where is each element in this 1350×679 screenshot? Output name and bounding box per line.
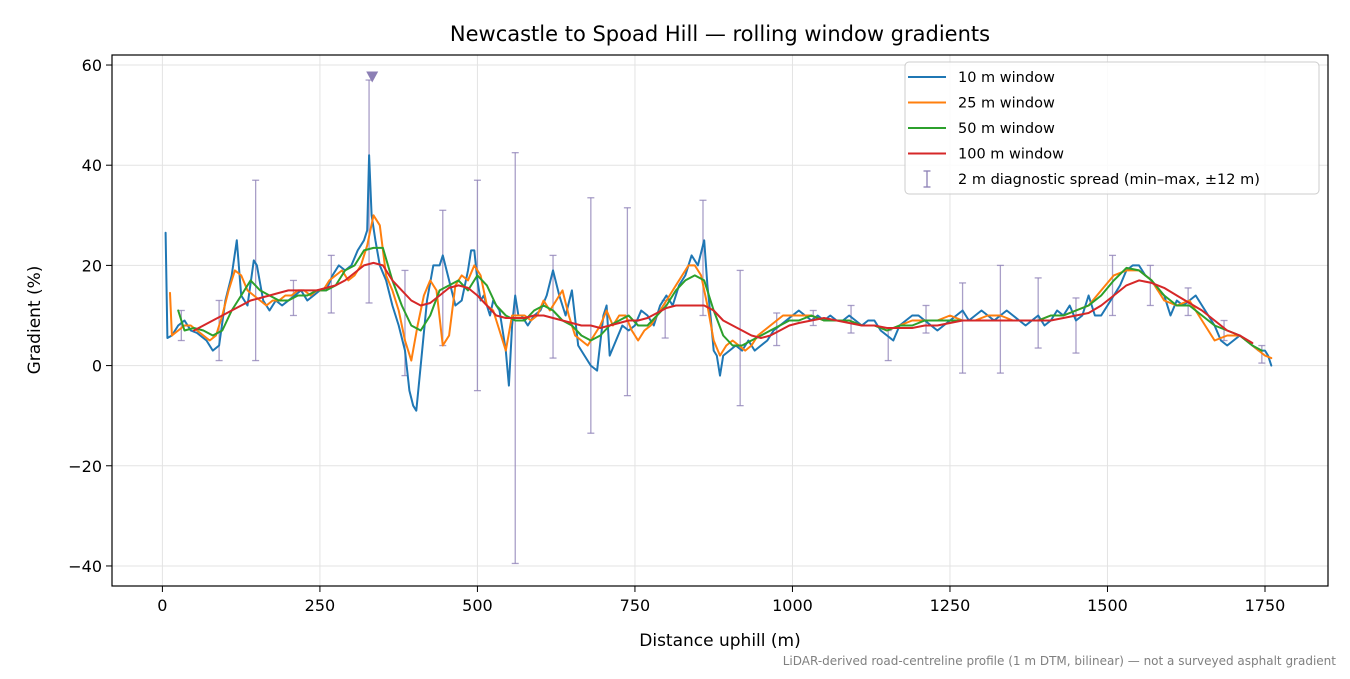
x-tick-label: 1750 bbox=[1245, 596, 1286, 615]
y-tick-label: 60 bbox=[82, 56, 102, 75]
error-bar bbox=[736, 269, 744, 407]
x-tick-label: 250 bbox=[305, 596, 336, 615]
error-bar bbox=[996, 264, 1004, 374]
error-bar bbox=[847, 304, 855, 334]
legend-label: 10 m window bbox=[958, 70, 1055, 86]
error-bar bbox=[1072, 297, 1080, 354]
legend-label: 25 m window bbox=[958, 96, 1055, 112]
x-tick-label: 1000 bbox=[772, 596, 813, 615]
error-bar bbox=[215, 299, 223, 362]
x-tick-label: 750 bbox=[620, 596, 651, 615]
footnote: LiDAR-derived road-centreline profile (1… bbox=[783, 654, 1337, 668]
legend-label: 50 m window bbox=[958, 121, 1055, 137]
error-bar bbox=[587, 197, 595, 434]
series-layer bbox=[164, 154, 1273, 412]
y-tick-label: 40 bbox=[82, 156, 102, 175]
x-tick-label: 0 bbox=[157, 596, 167, 615]
error-bar bbox=[1109, 254, 1117, 317]
chart-title: Newcastle to Spoad Hill — rolling window… bbox=[450, 22, 990, 46]
series-line bbox=[192, 261, 1254, 344]
legend: 10 m window 25 m window 50 m window 100 m w… bbox=[904, 61, 1320, 195]
series-line bbox=[169, 214, 1273, 362]
marker-layer bbox=[366, 71, 379, 83]
legend-swatch bbox=[923, 170, 931, 188]
legend-box bbox=[904, 61, 1320, 195]
error-bar bbox=[511, 152, 519, 565]
y-tick-label: 20 bbox=[82, 256, 102, 275]
x-tick-label: 1500 bbox=[1087, 596, 1128, 615]
y-axis-ticks: −40 −20 0 20 40 60 bbox=[68, 56, 112, 576]
error-bar bbox=[959, 282, 967, 374]
error-bar bbox=[623, 207, 631, 397]
x-tick-label: 500 bbox=[462, 596, 493, 615]
legend-label: 2 m diagnostic spread (min–max, ±12 m) bbox=[958, 172, 1260, 188]
x-tick-label: 1250 bbox=[930, 596, 971, 615]
y-axis-label: Gradient (%) bbox=[25, 266, 45, 375]
legend-label: 100 m window bbox=[958, 147, 1064, 163]
x-axis-ticks: 0 250 500 750 1000 1250 1500 1750 bbox=[157, 586, 1285, 615]
error-bar bbox=[1146, 264, 1154, 307]
error-bar bbox=[1034, 277, 1042, 349]
plot-frame bbox=[111, 54, 1329, 587]
error-bar bbox=[327, 254, 335, 314]
legend-entries: 10 m window 25 m window 50 m window 100 m w… bbox=[908, 70, 1260, 188]
error-bar bbox=[922, 304, 930, 334]
error-bar bbox=[252, 179, 260, 362]
error-bar bbox=[699, 199, 707, 317]
y-tick-label: 0 bbox=[92, 357, 102, 376]
x-axis-label: Distance uphill (m) bbox=[639, 631, 800, 651]
errorbar-layer bbox=[177, 79, 1266, 565]
y-tick-label: −40 bbox=[68, 557, 102, 576]
y-tick-label: −20 bbox=[68, 457, 102, 476]
peak-marker bbox=[366, 71, 379, 83]
